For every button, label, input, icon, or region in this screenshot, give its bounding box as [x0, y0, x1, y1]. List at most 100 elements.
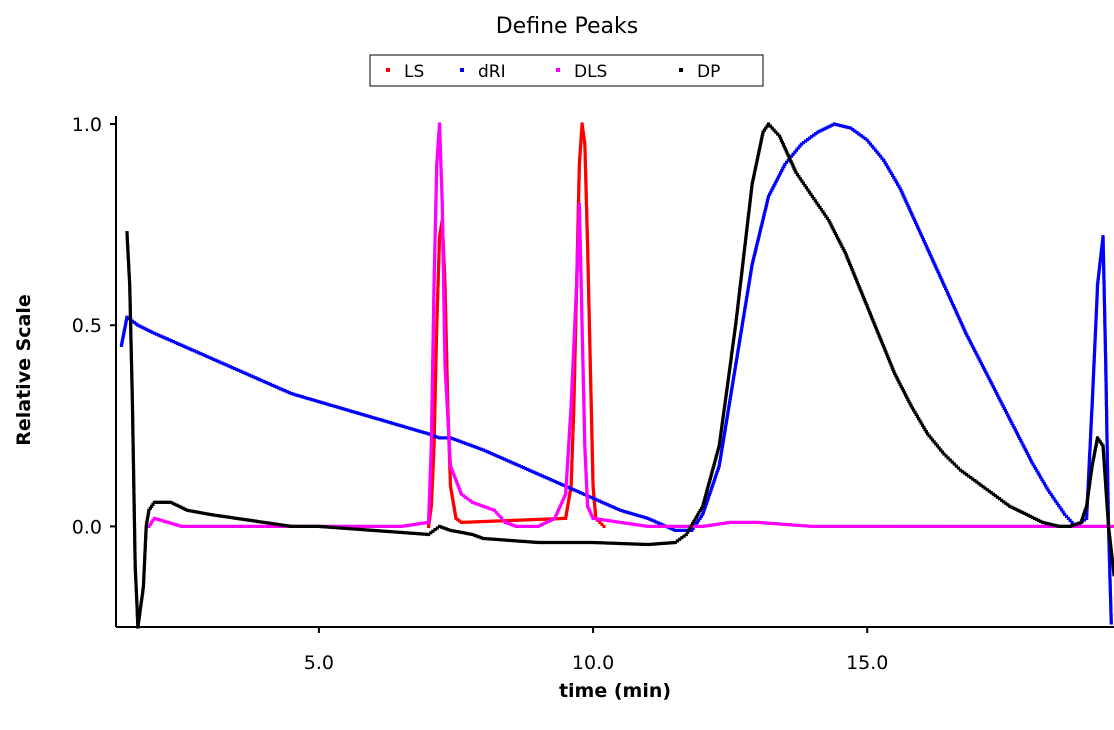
data-point — [180, 343, 184, 347]
data-point — [724, 521, 728, 525]
data-point — [590, 460, 595, 464]
data-point — [428, 472, 432, 476]
data-point — [915, 414, 919, 419]
data-point — [578, 244, 582, 248]
data-point — [735, 355, 739, 359]
data-point — [586, 280, 590, 284]
data-point — [579, 141, 583, 145]
data-point — [637, 542, 641, 546]
data-point — [1093, 333, 1097, 338]
data-point — [587, 287, 591, 291]
data-point — [759, 226, 763, 231]
data-point — [711, 468, 715, 472]
data-point — [588, 366, 592, 370]
data-point — [429, 442, 433, 446]
data-point — [173, 502, 177, 506]
data-point — [449, 488, 453, 493]
data-point — [1083, 508, 1087, 512]
data-point — [446, 414, 450, 418]
data-point — [527, 540, 532, 544]
data-point — [399, 524, 403, 528]
data-point — [587, 289, 591, 293]
data-point — [137, 616, 141, 621]
data-point — [1103, 350, 1108, 354]
data-point — [436, 274, 440, 278]
data-point — [211, 513, 215, 517]
data-point — [574, 300, 578, 305]
data-point — [344, 526, 348, 530]
data-point — [579, 268, 583, 272]
data-point — [580, 321, 584, 325]
data-point — [131, 445, 135, 449]
data-point — [430, 493, 434, 498]
data-point — [464, 531, 468, 535]
data-point — [1108, 566, 1112, 570]
data-point — [436, 150, 440, 154]
data-point — [448, 480, 452, 484]
data-point — [277, 523, 281, 527]
data-point — [444, 383, 448, 387]
data-point — [571, 441, 575, 445]
data-point — [439, 181, 444, 185]
data-point — [477, 535, 481, 539]
data-point — [1095, 298, 1099, 302]
data-point — [591, 471, 595, 475]
data-point — [562, 497, 566, 501]
data-point — [397, 423, 401, 427]
data-point — [923, 427, 927, 432]
data-point — [428, 490, 432, 494]
data-point — [1102, 459, 1106, 463]
data-point — [1082, 524, 1086, 528]
data-point — [758, 520, 762, 525]
data-point — [1037, 518, 1041, 522]
data-point — [750, 263, 754, 267]
data-point — [545, 540, 549, 545]
data-point — [1102, 289, 1106, 293]
data-point — [128, 290, 132, 294]
data-point — [584, 472, 588, 476]
data-point — [735, 310, 739, 314]
data-point — [142, 326, 146, 330]
data-point — [1088, 479, 1092, 483]
data-point — [450, 468, 454, 472]
data-point — [1105, 444, 1109, 448]
data-point — [565, 471, 569, 475]
data-point — [1104, 485, 1108, 489]
data-point — [1102, 283, 1106, 287]
data-point — [733, 370, 737, 374]
data-point — [420, 521, 424, 525]
data-point — [572, 377, 577, 381]
data-point — [133, 534, 137, 538]
data-point — [126, 244, 130, 248]
data-point — [986, 524, 990, 528]
data-point — [442, 331, 447, 335]
data-point — [860, 291, 864, 295]
data-point — [572, 333, 576, 338]
data-point — [568, 486, 572, 490]
data-point — [1089, 421, 1093, 425]
data-point — [144, 529, 148, 533]
data-point — [1082, 518, 1086, 522]
legend-marker — [679, 68, 683, 72]
data-point — [1108, 568, 1112, 572]
data-point — [180, 524, 184, 528]
data-point — [1047, 522, 1051, 526]
data-point — [1103, 339, 1107, 344]
data-point — [348, 527, 353, 531]
data-point — [1107, 531, 1111, 535]
data-point — [439, 152, 443, 157]
data-point — [430, 496, 434, 500]
data-point — [444, 385, 448, 389]
data-point — [739, 520, 743, 524]
data-point — [593, 510, 597, 514]
data-point — [926, 432, 930, 436]
data-point — [748, 202, 752, 206]
data-point — [894, 524, 898, 528]
data-point — [984, 370, 988, 374]
data-point — [571, 364, 575, 368]
data-point — [742, 247, 747, 251]
data-point — [264, 380, 268, 385]
data-point — [1108, 538, 1112, 542]
data-point — [226, 364, 230, 368]
